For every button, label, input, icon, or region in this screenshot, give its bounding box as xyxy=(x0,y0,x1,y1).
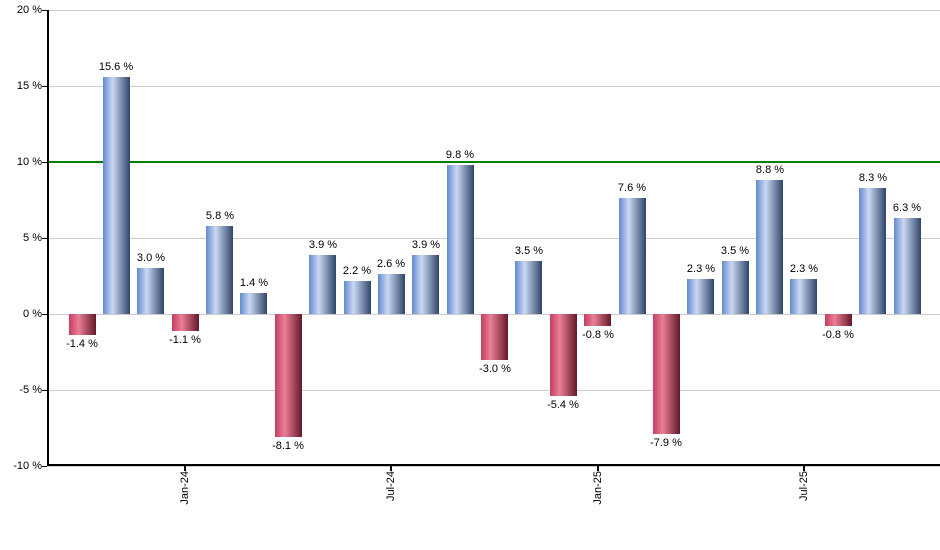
bar-value-label: 8.3 % xyxy=(858,172,888,184)
y-axis-tick xyxy=(42,390,47,391)
bar-negative xyxy=(69,314,96,335)
bar-positive xyxy=(619,198,646,314)
y-axis-tick-label: 5 % xyxy=(23,232,42,244)
bar-value-label: -1.1 % xyxy=(169,334,201,346)
bar-value-label: -8.1 % xyxy=(272,440,304,452)
gridline xyxy=(47,86,940,87)
bar-value-label: -5.4 % xyxy=(547,399,579,411)
y-axis-tick-label: 15 % xyxy=(16,80,42,92)
y-axis-tick xyxy=(42,238,47,239)
bar-value-label: -0.8 % xyxy=(582,329,614,341)
x-axis-tick xyxy=(390,466,392,471)
y-axis-tick xyxy=(42,86,47,87)
bar-value-label: 2.3 % xyxy=(686,263,716,275)
gridline xyxy=(47,238,940,239)
bar-positive xyxy=(515,261,542,314)
bar-negative xyxy=(550,314,577,396)
bar-value-label: -3.0 % xyxy=(479,363,511,375)
y-axis-tick-label: 0 % xyxy=(23,308,42,320)
bar-value-label: 7.6 % xyxy=(617,182,647,194)
bar-positive xyxy=(756,180,783,314)
bar-negative xyxy=(275,314,302,437)
gridline xyxy=(47,10,940,11)
x-axis-tick xyxy=(803,466,805,471)
bar-positive xyxy=(344,281,371,314)
bar-value-label: -7.9 % xyxy=(650,437,682,449)
x-axis-tick-label: Jul-25 xyxy=(798,471,810,501)
x-axis-tick xyxy=(184,466,186,471)
bar-value-label: 15.6 % xyxy=(98,61,134,73)
bar-value-label: 3.9 % xyxy=(308,239,338,251)
bar-positive xyxy=(687,279,714,314)
bar-value-label: 5.8 % xyxy=(205,210,235,222)
bar-positive xyxy=(206,226,233,314)
y-axis-tick-label: -10 % xyxy=(13,460,42,472)
bar-value-label: 8.8 % xyxy=(755,164,785,176)
x-axis-tick xyxy=(597,466,599,471)
bar-value-label: 2.3 % xyxy=(789,263,819,275)
bar-value-label: 3.5 % xyxy=(720,245,750,257)
bar-value-label: -1.4 % xyxy=(66,338,98,350)
bar-positive xyxy=(859,188,886,314)
threshold-line xyxy=(47,161,940,163)
y-axis-tick-label: 10 % xyxy=(16,156,42,168)
bar-positive xyxy=(378,274,405,314)
bar-value-label: 3.0 % xyxy=(136,252,166,264)
y-axis-tick xyxy=(42,466,47,467)
bar-positive xyxy=(447,165,474,314)
bar-positive xyxy=(103,77,130,314)
bar-positive xyxy=(722,261,749,314)
gridline xyxy=(47,390,940,391)
bar-positive xyxy=(240,293,267,314)
bar-value-label: 2.6 % xyxy=(376,258,406,270)
bar-value-label: 3.9 % xyxy=(411,239,441,251)
bar-negative xyxy=(584,314,611,326)
bar-value-label: 2.2 % xyxy=(342,265,372,277)
bar-negative xyxy=(825,314,852,326)
bar-value-label: 3.5 % xyxy=(514,245,544,257)
bar-value-label: 9.8 % xyxy=(445,149,475,161)
x-axis-line xyxy=(47,464,940,466)
y-axis-tick xyxy=(42,10,47,11)
bar-value-label: 1.4 % xyxy=(239,277,269,289)
bar-negative xyxy=(653,314,680,434)
bar-value-label: -0.8 % xyxy=(822,329,854,341)
bar-positive xyxy=(309,255,336,314)
bar-negative xyxy=(481,314,508,360)
x-axis-tick-label: Jul-24 xyxy=(385,471,397,501)
bar-value-label: 6.3 % xyxy=(892,202,922,214)
y-axis-tick xyxy=(42,314,47,315)
bar-positive xyxy=(137,268,164,314)
bar-positive xyxy=(790,279,817,314)
gridline xyxy=(47,466,940,467)
bar-positive xyxy=(894,218,921,314)
y-axis-tick-label: -5 % xyxy=(19,384,42,396)
bar-negative xyxy=(172,314,199,331)
x-axis-tick-label: Jan-24 xyxy=(179,471,191,505)
y-axis-line xyxy=(47,10,49,466)
y-axis-tick xyxy=(42,162,47,163)
x-axis-tick-label: Jan-25 xyxy=(592,471,604,505)
y-axis-tick-label: 20 % xyxy=(16,4,42,16)
bar-positive xyxy=(412,255,439,314)
